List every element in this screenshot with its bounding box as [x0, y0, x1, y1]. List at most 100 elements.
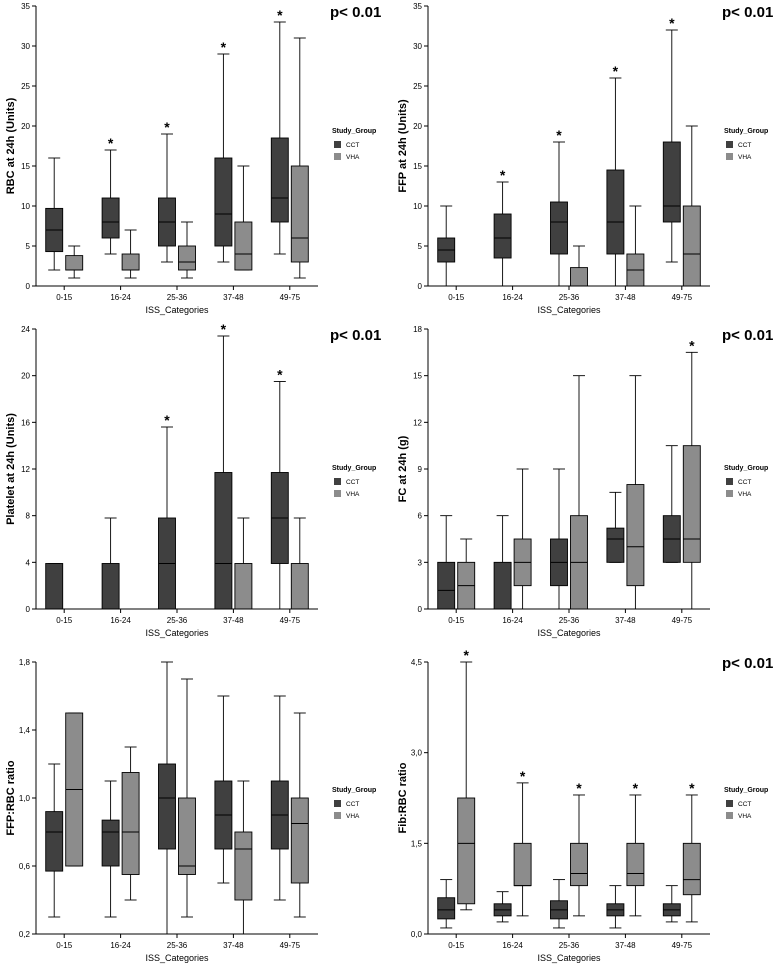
box-vha	[65, 255, 84, 271]
box-cct	[158, 763, 176, 850]
x-tick-label: 49-75	[672, 941, 693, 950]
x-tick-label: 0-15	[448, 941, 465, 950]
box-cct	[45, 811, 64, 872]
x-tick-label: 16-24	[110, 941, 131, 950]
box-vha	[290, 563, 309, 610]
y-tick-label: 1,4	[19, 726, 31, 735]
p-value-label: p< 0.01	[722, 4, 773, 21]
y-tick-label: 9	[418, 465, 423, 474]
legend-label: VHA	[738, 491, 752, 498]
x-tick-label: 25-36	[167, 941, 188, 950]
significance-star: *	[221, 39, 227, 55]
y-axis-label: FFP at 24h (Units)	[397, 99, 409, 193]
y-tick-label: 25	[413, 82, 422, 91]
legend-label: CCT	[738, 479, 751, 486]
box-cct	[214, 472, 233, 610]
box-vha	[234, 221, 253, 271]
y-tick-label: 3,0	[411, 749, 423, 758]
x-axis-label: ISS_Categories	[537, 305, 601, 315]
y-tick-label: 15	[21, 162, 30, 171]
significance-star: *	[576, 780, 582, 796]
legend-label: CCT	[738, 142, 751, 149]
y-tick-label: 10	[21, 202, 30, 211]
box-cct	[493, 561, 512, 610]
significance-star: *	[556, 127, 562, 143]
y-tick-label: 0	[418, 282, 423, 291]
y-tick-label: 12	[413, 418, 422, 427]
box-cct	[550, 201, 568, 255]
legend-label: CCT	[346, 142, 359, 149]
significance-star: *	[277, 7, 283, 23]
legend-swatch-vha	[726, 490, 733, 497]
y-tick-label: 3	[418, 558, 423, 567]
y-tick-label: 0	[26, 605, 31, 614]
y-tick-label: 6	[418, 512, 423, 521]
x-tick-label: 37-48	[615, 616, 636, 625]
chart-fib-rbc: 0,0 1,5 3,0 4,5 0-15 16-24 25-36 37-48 49-75 ISS_…	[392, 646, 784, 971]
box-vha	[682, 445, 701, 563]
y-tick-label: 35	[413, 2, 422, 11]
box-cct	[437, 897, 456, 920]
box-cct	[606, 527, 625, 563]
x-tick-label: 0-15	[56, 293, 73, 302]
legend-swatch-cct	[334, 800, 341, 807]
y-tick-label: 10	[413, 202, 422, 211]
legend-label: VHA	[346, 813, 360, 820]
box-vha	[121, 772, 140, 875]
y-tick-label: 5	[418, 242, 423, 251]
y-tick-label: 4	[26, 558, 31, 567]
legend-swatch-cct	[334, 141, 341, 148]
box-vha	[626, 842, 645, 887]
box-vha	[457, 797, 476, 905]
box-cct	[437, 561, 456, 610]
box-cct	[270, 137, 289, 223]
significance-star: *	[613, 63, 619, 79]
box-cct	[662, 141, 681, 223]
p-value-label: p< 0.01	[722, 327, 773, 344]
y-tick-label: 8	[26, 512, 31, 521]
significance-star: *	[633, 780, 639, 796]
chart-ffp-rbc: 0,2 0,6 1,0 1,4 1,8 0-15 16-24 25-36 37-48 49-75 I…	[0, 646, 392, 971]
legend-swatch-vha	[726, 153, 733, 160]
x-tick-label: 25-36	[559, 293, 580, 302]
y-axis-label: RBC at 24h (Units)	[5, 97, 17, 194]
significance-star: *	[463, 647, 469, 663]
significance-star: *	[108, 135, 114, 151]
chart-fc: 0 3 6 9 12 15 18 0-15 16-24 25-36 37-48 49-75 ISS_Ca…	[392, 323, 784, 646]
x-axis-label: ISS_Categories	[537, 953, 601, 963]
box-vha	[626, 484, 645, 587]
x-tick-label: 0-15	[56, 941, 73, 950]
legend-swatch-cct	[726, 478, 733, 485]
p-value-label: p< 0.01	[722, 655, 773, 672]
y-axis-label: Platelet at 24h (Units)	[5, 413, 17, 525]
x-tick-label: 0-15	[448, 293, 465, 302]
legend-title: Study_Group	[332, 465, 376, 472]
box-vha	[570, 842, 588, 887]
x-tick-label: 25-36	[167, 616, 188, 625]
box-vha	[290, 797, 309, 884]
x-tick-label: 49-75	[672, 616, 693, 625]
significance-star: *	[520, 768, 526, 784]
x-axis-label: ISS_Categories	[145, 953, 209, 963]
box-vha	[513, 842, 532, 887]
significance-star: *	[689, 780, 695, 796]
legend-label: CCT	[346, 801, 359, 808]
x-tick-label: 37-48	[615, 293, 636, 302]
box-vha	[178, 245, 196, 271]
x-axis-label: ISS_Categories	[145, 305, 209, 315]
y-tick-label: 15	[413, 372, 422, 381]
significance-star: *	[277, 367, 283, 383]
legend-label: CCT	[738, 801, 751, 808]
box-vha	[570, 267, 588, 287]
y-axis-label: FC at 24h (g)	[397, 435, 409, 502]
y-tick-label: 24	[21, 325, 30, 334]
legend-title: Study_Group	[724, 128, 768, 135]
legend-swatch-cct	[726, 141, 733, 148]
box-vha	[290, 165, 309, 263]
x-tick-label: 49-75	[280, 941, 301, 950]
y-tick-label: 1,8	[19, 658, 31, 667]
y-tick-label: 18	[413, 325, 422, 334]
box-cct	[606, 169, 625, 255]
x-tick-label: 25-36	[559, 616, 580, 625]
x-tick-label: 37-48	[223, 293, 244, 302]
